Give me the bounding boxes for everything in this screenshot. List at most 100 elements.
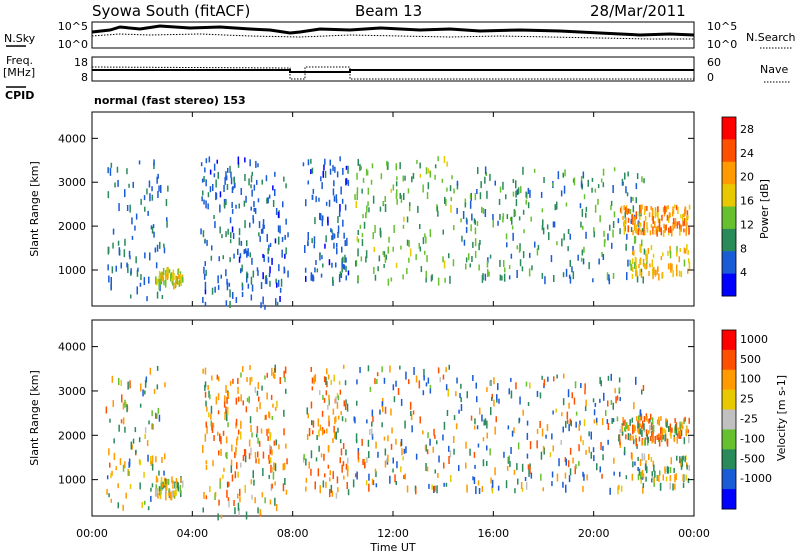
scatter-point [135,213,138,220]
scatter-point [510,390,513,399]
scatter-point [164,477,166,482]
scatter-point [386,160,388,166]
scatter-point [252,218,255,224]
scatter-point [630,196,632,203]
scatter-point [271,367,273,376]
scatter-point [251,284,254,292]
scatter-point [384,196,386,202]
scatter-point [237,502,240,511]
scatter-point [393,225,395,233]
scatter-point [638,426,640,435]
scatter-point [250,479,253,485]
scatter-point [120,419,123,424]
scatter-point [279,296,281,302]
scatter-point [523,229,525,234]
colorbar-frame [721,116,737,297]
colorbar-tick-label: -100 [740,432,765,445]
scatter-point [625,475,628,480]
scatter-point [685,225,688,232]
scatter-point [346,237,348,246]
scatter-point [318,429,320,437]
scatter-point [443,156,446,163]
scatter-point [217,393,220,401]
scatter-point [507,425,510,430]
scatter-point [200,162,203,167]
scatter-point [218,376,220,382]
scatter-point [146,296,148,302]
colorbar-swatch [722,273,736,297]
scatter-point [226,396,228,404]
scatter-point [356,471,358,480]
scatter-point [222,255,224,260]
scatter-point [659,470,661,476]
scatter-point [267,197,269,204]
scatter-point [144,433,146,439]
scatter-point [338,210,341,217]
scatter-point [110,277,112,284]
scatter-point [594,204,597,213]
scatter-point [521,463,524,472]
scatter-point [115,265,117,272]
scatter-point [572,178,575,183]
scatter-point [624,427,626,432]
scatter-point [404,420,406,429]
scatter-point [257,163,259,168]
scatter-point [312,420,315,428]
scatter-point [254,452,257,459]
scatter-point [107,246,110,255]
scatter-point [324,473,326,478]
scatter-point [107,167,109,174]
scatter-point [409,248,412,257]
scatter-point [331,490,334,497]
power-points [107,156,691,310]
scatter-point [324,170,327,178]
scatter-point [251,432,253,438]
scatter-point [527,464,530,470]
scatter-point [592,398,595,403]
scatter-point [178,274,180,280]
scatter-point [302,162,305,167]
scatter-point [405,446,407,454]
scatter-point [686,425,688,433]
scatter-point [563,373,565,379]
scatter-point [635,224,638,232]
scatter-point [562,172,564,178]
scatter-point [516,270,518,278]
scatter-point [212,422,215,428]
scatter-point [219,226,221,234]
scatter-point [284,366,287,374]
scatter-point [403,448,406,454]
scatter-point [335,416,337,423]
scatter-point [342,264,345,270]
scatter-point [541,225,544,231]
scatter-point [122,402,125,410]
scatter-point [649,230,652,236]
scatter-point [182,480,184,488]
scatter-point [284,377,286,383]
scatter-point [491,397,493,401]
scatter-point [588,446,590,453]
scatter-point [506,242,508,248]
scatter-point [472,476,474,481]
scatter-point [425,382,428,387]
scatter-point [165,484,168,491]
scatter-point [275,504,278,511]
scatter-point [527,187,530,194]
scatter-point [265,414,267,420]
scatter-point [481,274,484,283]
scatter-point [341,464,343,473]
scatter-point [112,400,114,408]
scatter-point [383,377,386,384]
scatter-point [234,507,236,515]
scatter-point [285,218,287,225]
scatter-point [151,423,153,430]
scatter-point [646,415,648,422]
scatter-point [688,204,691,210]
scatter-point [453,415,456,421]
scatter-point [656,419,659,425]
scatter-point [151,194,154,201]
scatter-point [542,219,544,227]
scatter-point [405,371,407,380]
scatter-point [505,480,508,489]
scatter-point [276,282,278,288]
